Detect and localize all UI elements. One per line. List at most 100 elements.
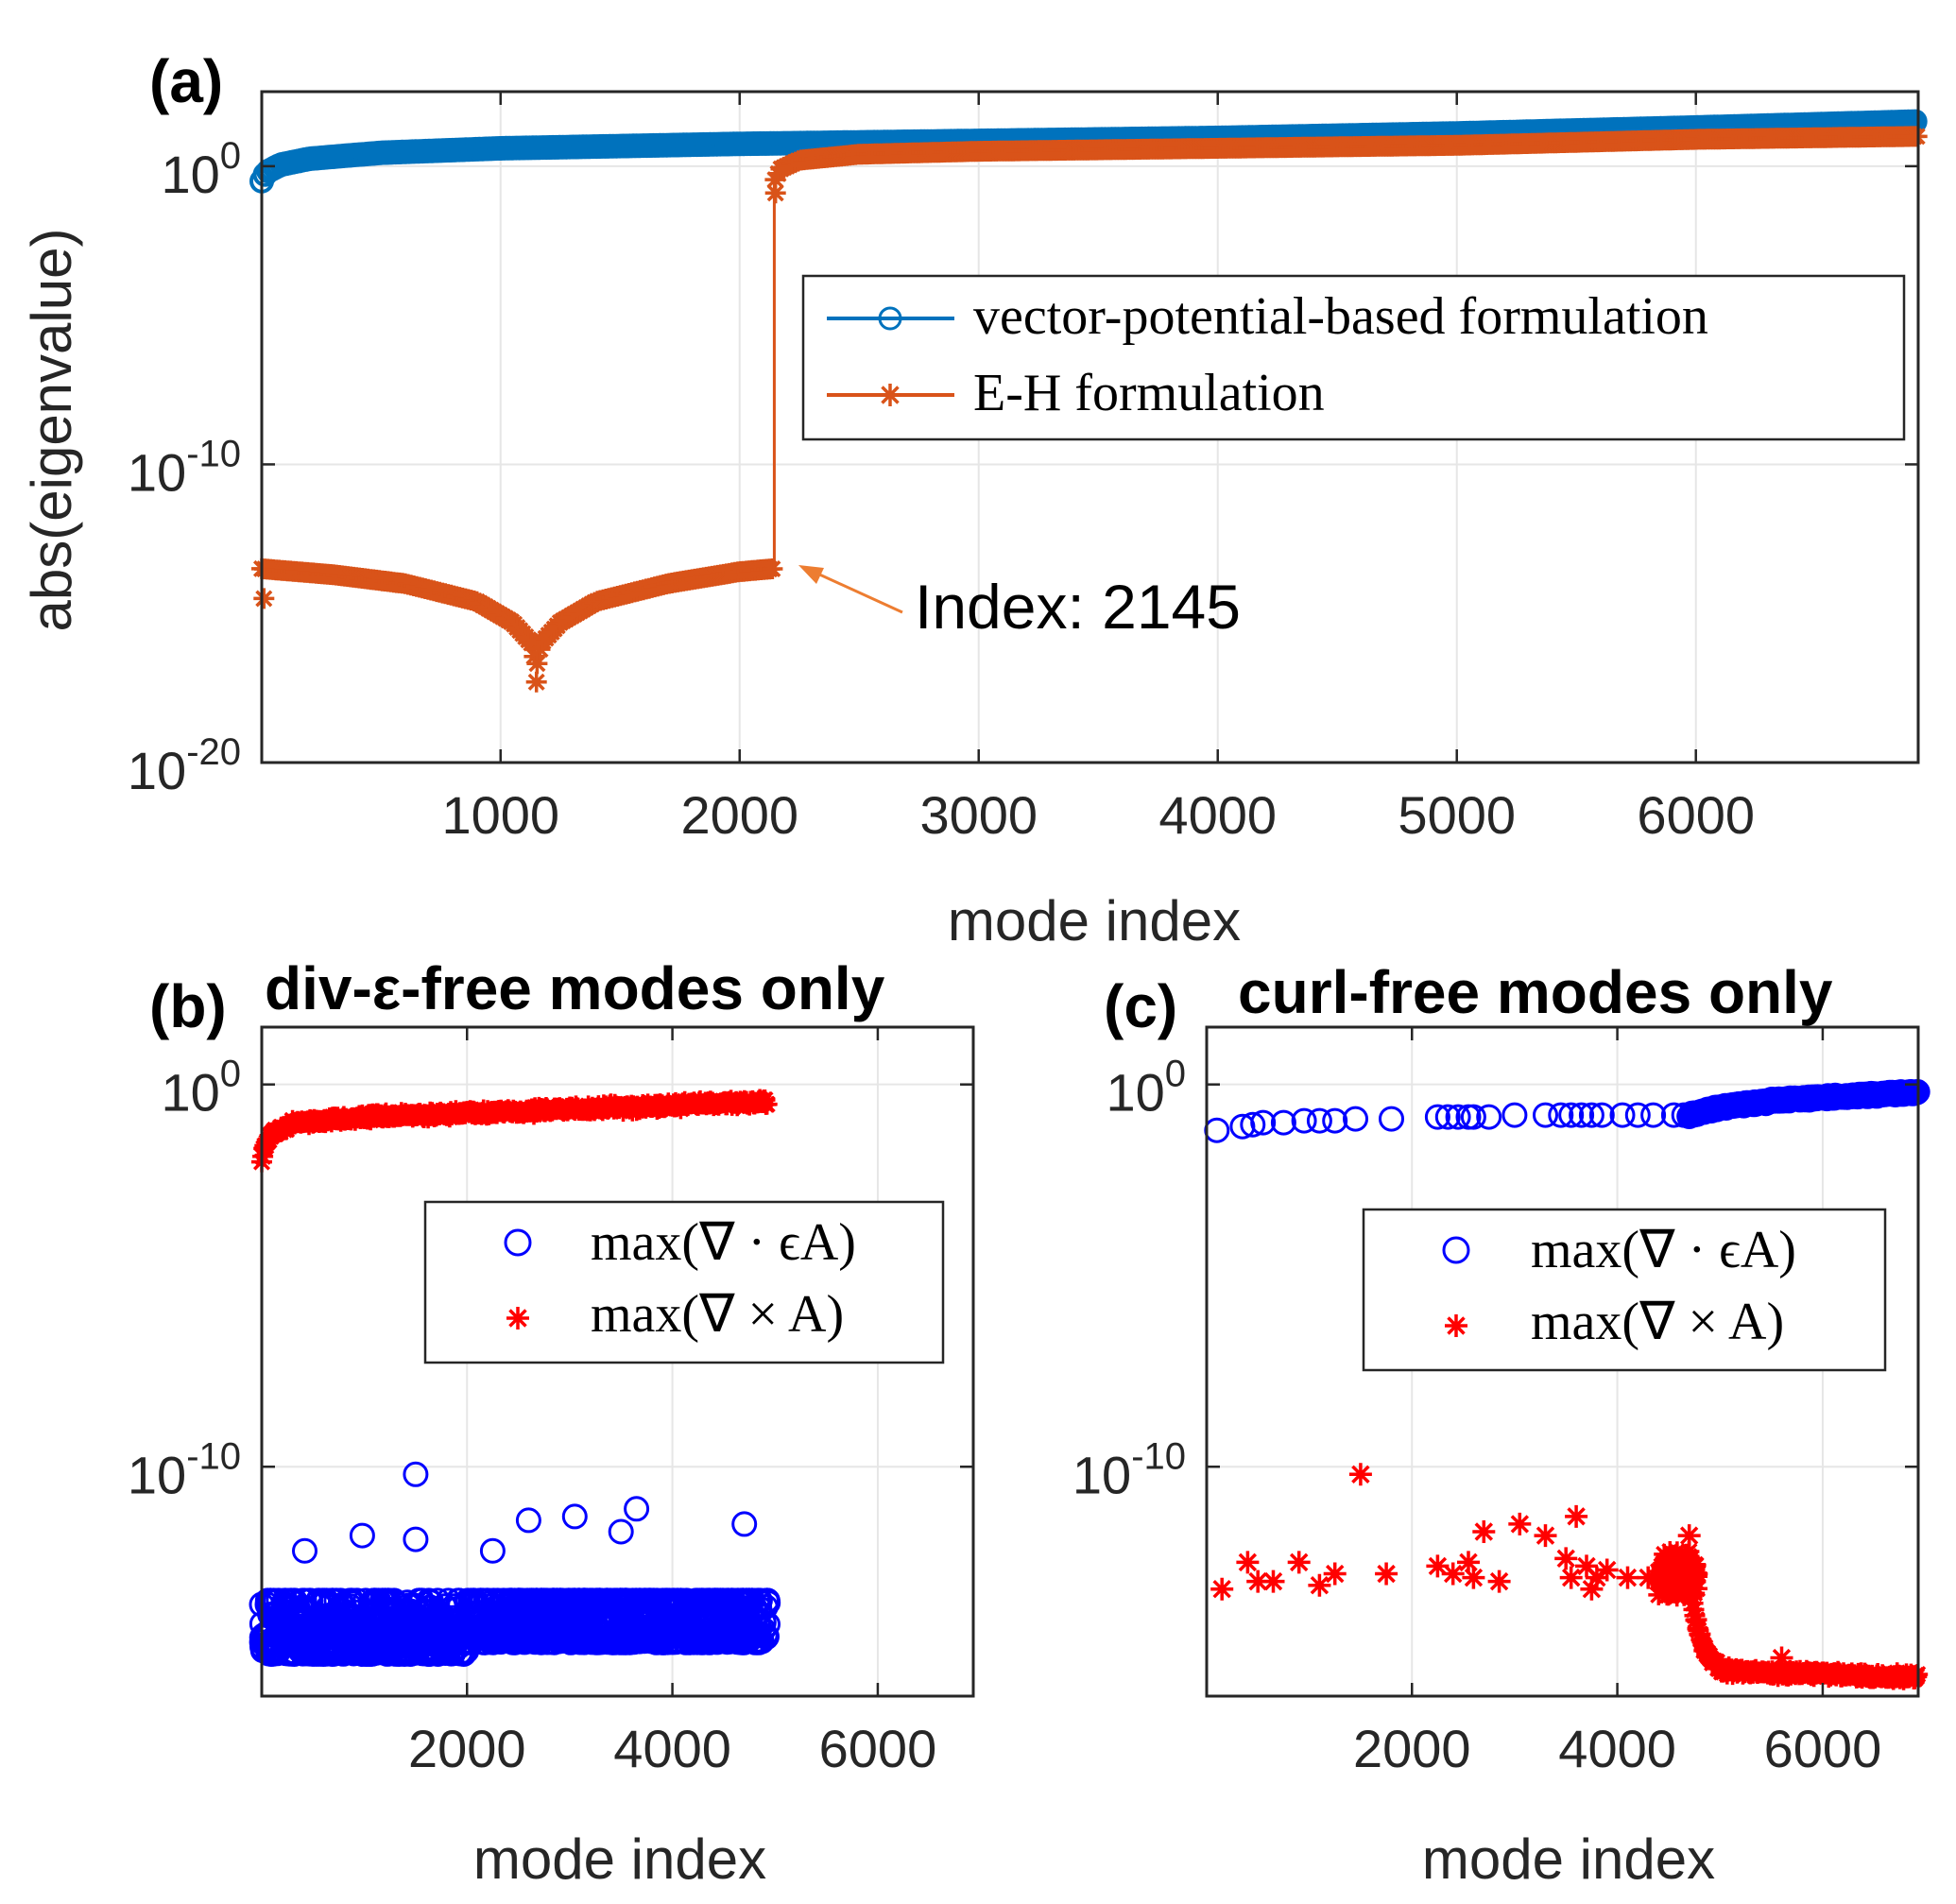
series-div-marker: [540, 1623, 566, 1650]
panel-c-axes-box: [1205, 1025, 1920, 1698]
y-tick-label: 10-10: [128, 1435, 241, 1504]
series-div-marker: [671, 1611, 697, 1638]
legend-star-stroke: [1445, 1314, 1467, 1337]
series-div-marker: [292, 1537, 317, 1564]
series-div-marker: [300, 1639, 327, 1666]
series-curl-marker: [1595, 1558, 1619, 1582]
legend-marker-circle-icon: [1442, 1236, 1470, 1264]
panel-b-title: div-ε-free modes only: [265, 954, 885, 1022]
panel-a-ticks: 1000 2000 3000 4000 5000 6000 100 10-10 10-20: [128, 92, 1918, 845]
series-div-marker: [1548, 1102, 1574, 1128]
x-tick-label: 4000: [1158, 785, 1277, 845]
panel-a-y-axis-label: abs(eigenvalue): [20, 229, 83, 632]
series-curl-marker: [1637, 1566, 1660, 1589]
series-curl-marker: [1472, 1520, 1496, 1543]
series-curl-marker: [1565, 1504, 1588, 1528]
series-div-marker: [291, 1587, 317, 1614]
series-div-marker: [515, 1507, 541, 1534]
legend-label-div: max(∇ · ϵA): [591, 1213, 856, 1272]
series-div-marker: [1250, 1109, 1277, 1136]
series-div-marker: [312, 1589, 338, 1616]
legend-marker-star-icon: [1445, 1314, 1467, 1337]
series-div-marker: [701, 1620, 728, 1646]
series-curl-marker: [1585, 1566, 1608, 1589]
series-div-marker: [485, 1587, 511, 1614]
series-div-marker: [591, 1629, 617, 1655]
panel-b-legend-box: [423, 1200, 945, 1364]
x-tick-label: 6000: [819, 1719, 937, 1778]
series-div-marker: [704, 1587, 730, 1614]
legend-marker-circle-icon: [878, 306, 902, 331]
panel-a-data: [249, 109, 1928, 693]
panel-c: (c) curl-free modes only 2000 4000 6000 100…: [1072, 958, 1930, 1891]
series-div-marker: [528, 1587, 555, 1614]
x-tick-label: 4000: [1558, 1719, 1676, 1778]
series-div-marker: [1306, 1107, 1332, 1134]
panel-c-x-axis-label: mode index: [1422, 1827, 1715, 1891]
series-curl-marker: [1683, 1554, 1705, 1576]
series-curl-marker: [1236, 1551, 1260, 1574]
series-div-marker: [474, 1587, 501, 1614]
series-curl-marker: [1554, 1547, 1578, 1570]
series-div-marker: [1624, 1102, 1651, 1128]
series-curl-marker: [1287, 1551, 1311, 1574]
series-curl-marker: [1375, 1562, 1398, 1586]
series-curl-marker: [1246, 1570, 1270, 1593]
x-tick-label: 6000: [1637, 785, 1755, 845]
series-div-marker: [403, 1526, 429, 1552]
series-curl-marker: [1308, 1573, 1331, 1597]
panel-c-ticks: 2000 4000 6000 100 10-10: [1072, 1027, 1918, 1778]
panel-a: (a) 1000 2000 3000 4000 5000 6000 100 10-10 10-2…: [20, 47, 1928, 952]
series-div-marker: [349, 1522, 375, 1549]
series-div-marker: [1424, 1104, 1450, 1130]
legend-marker-star-icon: [506, 1307, 529, 1329]
panel-b: (b) div-ε-free modes only 2000 4000 6000 10…: [128, 954, 975, 1891]
series-div-marker: [405, 1587, 432, 1614]
series-div-marker: [1501, 1102, 1528, 1128]
series-curl-marker: [1770, 1646, 1793, 1670]
panel-c-data: [1204, 1079, 1930, 1690]
series-div-marker: [1476, 1104, 1502, 1130]
series-div-marker: [574, 1587, 600, 1614]
series-div-marker: [1588, 1102, 1615, 1128]
series-div-marker: [514, 1614, 540, 1640]
series-div-marker: [729, 1611, 756, 1638]
series-eh-marker: [762, 558, 783, 579]
panel-a-legend: vector-potential-based formulation E-H f…: [801, 274, 1906, 441]
series-curl-marker: [1457, 1551, 1480, 1574]
series-div-marker: [679, 1627, 706, 1654]
y-tick-label: 10-10: [1072, 1435, 1186, 1504]
series-div-marker: [604, 1620, 630, 1646]
series-div-marker: [1270, 1109, 1296, 1136]
series-curl-marker: [1261, 1570, 1285, 1593]
series-div-marker: [608, 1518, 634, 1545]
series-div-marker: [1558, 1102, 1585, 1128]
series-div-marker: [437, 1621, 463, 1648]
series-div-marker: [1322, 1107, 1348, 1134]
legend-label-vector-potential: vector-potential-based formulation: [973, 287, 1708, 346]
series-div-marker: [1460, 1104, 1486, 1130]
series-div-marker: [624, 1496, 650, 1522]
panel-a-legend-box: [801, 274, 1906, 441]
series-div-marker: [281, 1587, 307, 1614]
series-div-marker: [330, 1640, 356, 1667]
series-eh-marker: [521, 632, 542, 654]
x-tick-label: 2000: [1353, 1719, 1471, 1778]
series-curl-marker: [1462, 1566, 1485, 1589]
series-div-marker: [369, 1608, 396, 1635]
series-curl-marker: [1651, 1555, 1673, 1577]
legend-star-stroke: [506, 1307, 529, 1329]
panel-b-axes-box: [260, 1025, 975, 1698]
series-div-marker: [731, 1511, 758, 1537]
legend-label-curl: max(∇ × A): [591, 1285, 844, 1344]
series-div-marker: [1640, 1102, 1667, 1128]
panel-a-label: (a): [149, 47, 223, 115]
legend-marker-star-icon: [879, 384, 901, 406]
series-div-marker: [1609, 1102, 1636, 1128]
legend-star-stroke: [879, 384, 901, 406]
series-eh-marker: [525, 671, 547, 693]
series-eh-marker: [764, 169, 786, 191]
series-div-marker: [434, 1619, 460, 1644]
series-curl-marker: [1580, 1577, 1604, 1601]
x-tick-label: 2000: [680, 785, 798, 845]
